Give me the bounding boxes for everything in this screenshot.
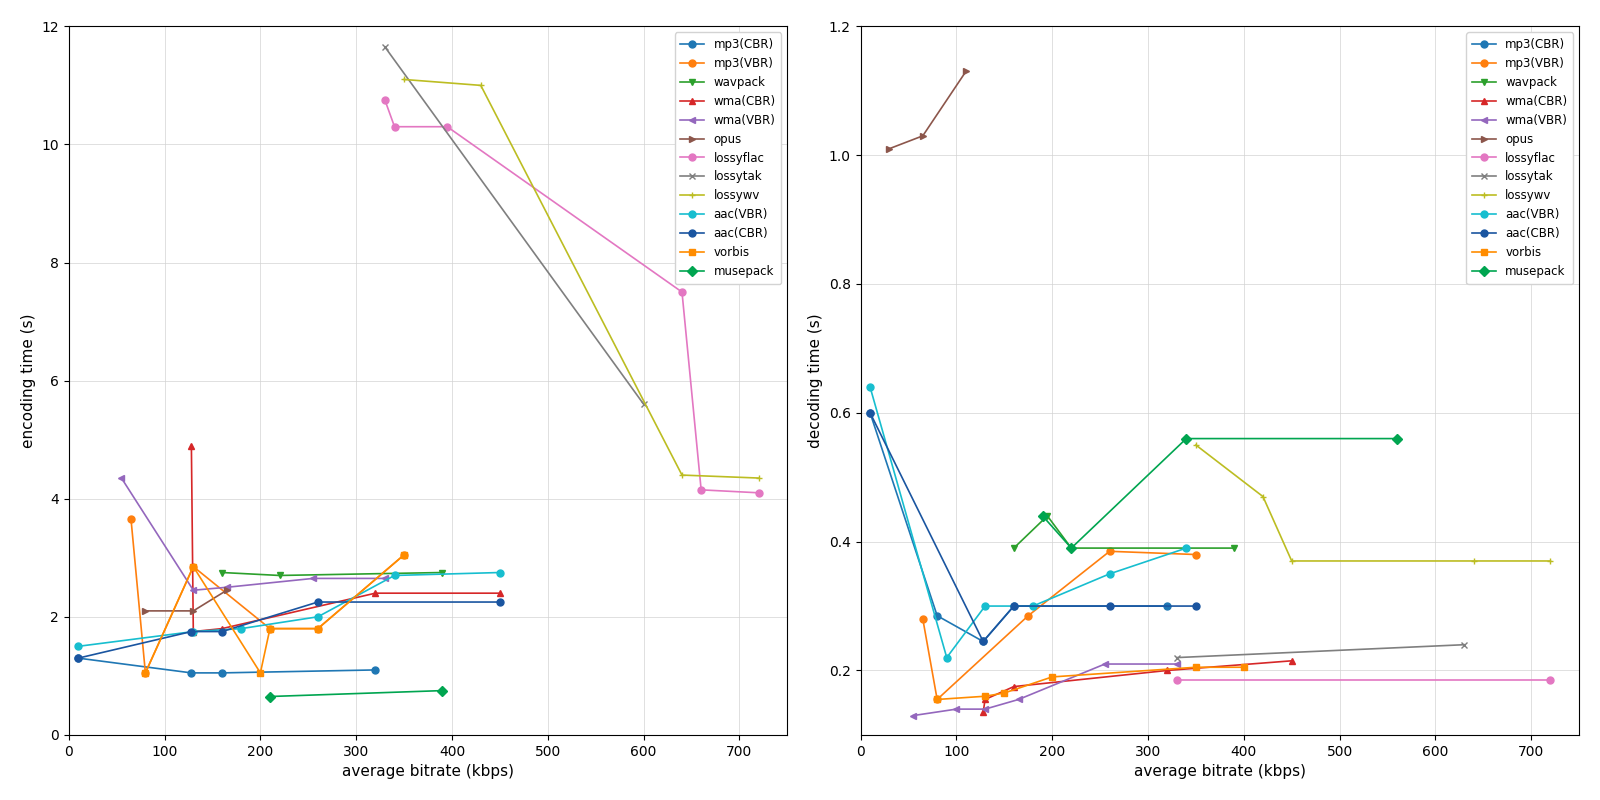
X-axis label: average bitrate (kbps): average bitrate (kbps) (342, 764, 514, 779)
Y-axis label: encoding time (s): encoding time (s) (21, 314, 35, 448)
Legend: mp3(CBR), mp3(VBR), wavpack, wma(CBR), wma(VBR), opus, lossyflac, lossytak, loss: mp3(CBR), mp3(VBR), wavpack, wma(CBR), w… (675, 32, 781, 284)
X-axis label: average bitrate (kbps): average bitrate (kbps) (1134, 764, 1306, 779)
Y-axis label: decoding time (s): decoding time (s) (808, 314, 824, 448)
Legend: mp3(CBR), mp3(VBR), wavpack, wma(CBR), wma(VBR), opus, lossyflac, lossytak, loss: mp3(CBR), mp3(VBR), wavpack, wma(CBR), w… (1466, 32, 1573, 284)
